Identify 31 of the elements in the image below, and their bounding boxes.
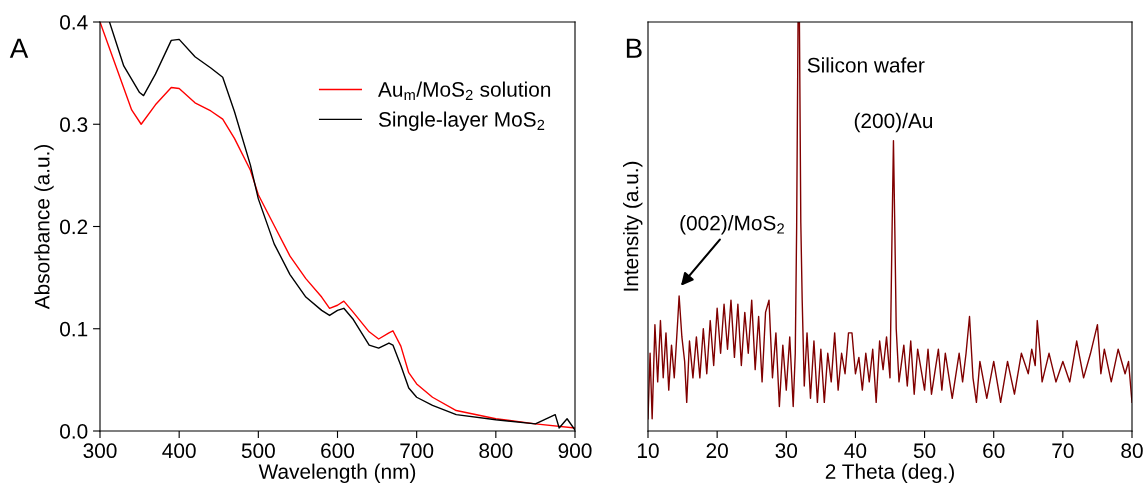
y-axis-title: Intensity (a.u.) — [623, 161, 643, 291]
x-tick-label: 600 — [321, 443, 355, 459]
x-tick-label: 20 — [706, 443, 728, 459]
annotation: Silicon wafer — [807, 57, 925, 73]
x-tick-label: 500 — [241, 443, 275, 459]
annotation: (002)/MoS$_{2}$ — [680, 215, 784, 235]
x-tick-label: 10 — [638, 443, 659, 459]
x-axis-title: Wavelength (nm) — [258, 463, 416, 484]
x-tick-label: 60 — [983, 443, 1005, 459]
x-tick-label: 30 — [775, 443, 798, 459]
x-tick-label: 900 — [558, 443, 592, 459]
x-axis-title: 2 Theta (deg.) — [825, 463, 954, 484]
y-tick-label: 0.2 — [60, 219, 88, 235]
y-tick-label: 0.4 — [60, 15, 88, 30]
x-tick-label: 40 — [844, 443, 867, 459]
chart-title: B — [626, 38, 642, 58]
x-tick-label: 400 — [162, 443, 196, 459]
annotation: (200)/Au — [854, 112, 933, 133]
legend-label: Au$_{m}$/MoS$_{2}$ solution — [378, 81, 551, 100]
x-tick-label: 70 — [1052, 443, 1074, 459]
chart-title: A — [9, 38, 29, 58]
y-tick-label: 0.0 — [60, 424, 88, 439]
y-tick-label: 0.1 — [60, 321, 88, 337]
x-tick-label: 50 — [913, 443, 936, 459]
y-axis-title: Absorbance (a.u.) — [34, 144, 54, 310]
legend-label: Single-layer MoS$_{2}$ — [378, 111, 545, 131]
x-tick-label: 80 — [1121, 443, 1143, 459]
x-tick-label: 300 — [83, 443, 117, 459]
x-tick-label: 800 — [479, 443, 513, 459]
x-tick-label: 700 — [400, 443, 434, 459]
y-tick-label: 0.3 — [60, 117, 88, 132]
